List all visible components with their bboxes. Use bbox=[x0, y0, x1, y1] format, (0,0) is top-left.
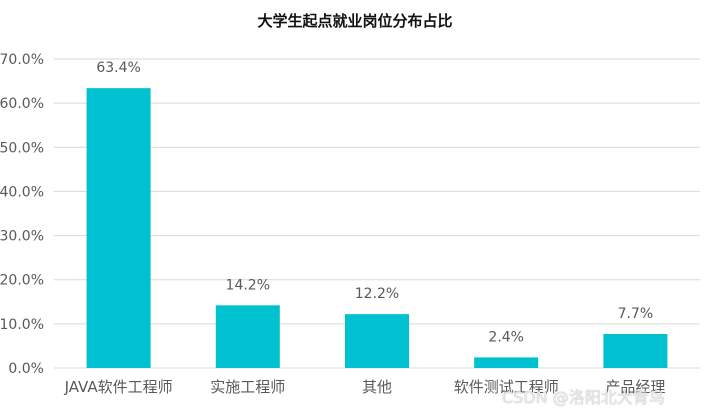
bar bbox=[603, 334, 668, 368]
y-tick-label: 10.0% bbox=[0, 317, 44, 333]
data-labels: 63.4% 14.2% 12.2% 2.4% 7.7% bbox=[96, 60, 653, 345]
y-tick-label: 30.0% bbox=[0, 229, 44, 245]
data-label: 63.4% bbox=[96, 60, 140, 76]
x-tick-label: JAVA软件工程师 bbox=[64, 378, 173, 396]
bar bbox=[345, 314, 409, 368]
x-tick-label: 其他 bbox=[362, 378, 392, 396]
data-label: 14.2% bbox=[226, 277, 270, 293]
x-axis-ticks: JAVA软件工程师 实施工程师 其他 软件测试工程师 产品经理 bbox=[64, 378, 666, 396]
y-tick-label: 40.0% bbox=[0, 184, 44, 200]
x-tick-label: 产品经理 bbox=[605, 378, 665, 396]
y-tick-label: 0.0% bbox=[8, 361, 44, 377]
chart-title: 大学生起点就业岗位分布占比 bbox=[257, 12, 453, 30]
watermark: CSDN @洛阳北大青鸟 bbox=[502, 388, 665, 407]
y-tick-label: 50.0% bbox=[0, 140, 44, 156]
data-label: 12.2% bbox=[355, 286, 399, 302]
bars bbox=[86, 88, 668, 369]
data-label: 7.7% bbox=[618, 306, 654, 322]
y-axis-ticks: 0.0% 10.0% 20.0% 30.0% 40.0% 50.0% 60.0% 70.0% bbox=[0, 52, 44, 377]
y-tick-label: 70.0% bbox=[0, 52, 44, 68]
data-label: 2.4% bbox=[488, 329, 524, 345]
bar bbox=[215, 305, 280, 368]
y-tick-label: 20.0% bbox=[0, 273, 44, 289]
bar bbox=[474, 357, 539, 368]
bar bbox=[86, 88, 151, 369]
x-tick-label: 软件测试工程师 bbox=[454, 378, 559, 396]
x-tick-label: 实施工程师 bbox=[210, 378, 285, 396]
y-tick-label: 60.0% bbox=[0, 96, 44, 112]
